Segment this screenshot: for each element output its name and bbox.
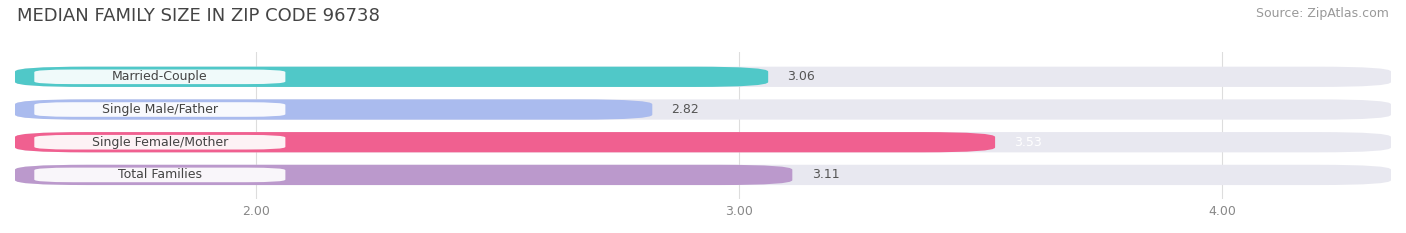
FancyBboxPatch shape — [15, 132, 995, 152]
Text: Single Female/Mother: Single Female/Mother — [91, 136, 228, 149]
FancyBboxPatch shape — [34, 135, 285, 150]
FancyBboxPatch shape — [15, 165, 1391, 185]
Text: MEDIAN FAMILY SIZE IN ZIP CODE 96738: MEDIAN FAMILY SIZE IN ZIP CODE 96738 — [17, 7, 380, 25]
FancyBboxPatch shape — [34, 168, 285, 182]
FancyBboxPatch shape — [15, 132, 1391, 152]
Text: 3.53: 3.53 — [1014, 136, 1042, 149]
FancyBboxPatch shape — [15, 67, 1391, 87]
Text: Single Male/Father: Single Male/Father — [101, 103, 218, 116]
Text: Total Families: Total Families — [118, 168, 202, 182]
FancyBboxPatch shape — [34, 69, 285, 84]
FancyBboxPatch shape — [15, 165, 793, 185]
Text: 2.82: 2.82 — [672, 103, 699, 116]
FancyBboxPatch shape — [34, 102, 285, 117]
Text: 3.06: 3.06 — [787, 70, 815, 83]
FancyBboxPatch shape — [15, 67, 768, 87]
Text: Married-Couple: Married-Couple — [112, 70, 208, 83]
FancyBboxPatch shape — [15, 99, 652, 120]
Text: Source: ZipAtlas.com: Source: ZipAtlas.com — [1256, 7, 1389, 20]
Text: 3.11: 3.11 — [811, 168, 839, 182]
FancyBboxPatch shape — [15, 99, 1391, 120]
